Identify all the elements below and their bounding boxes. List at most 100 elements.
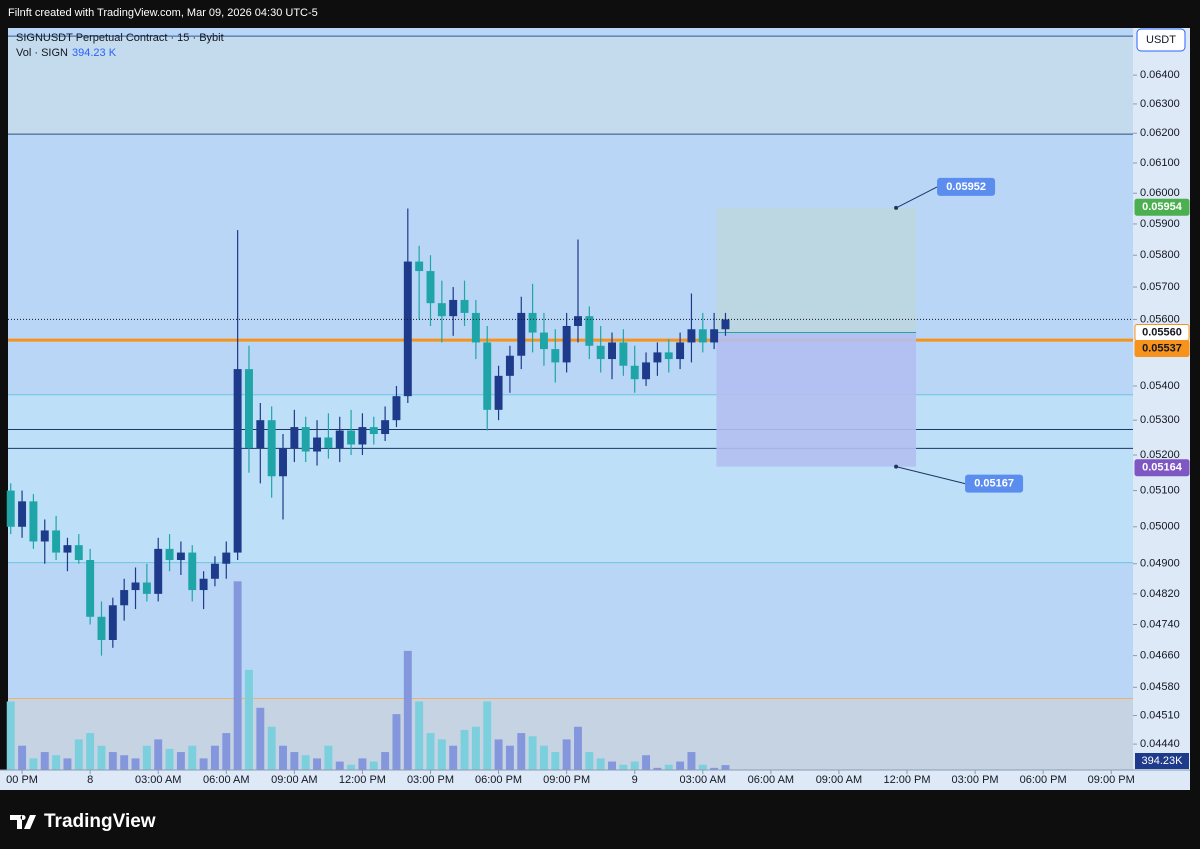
stop-leader (895, 466, 966, 485)
y-tick-label: 0.06200 (1140, 127, 1180, 139)
target-dot (894, 205, 899, 210)
volume-bar (483, 701, 492, 790)
logo-icon (10, 815, 36, 829)
candle-body (40, 530, 49, 542)
x-tick-label: 09:00 AM (816, 774, 862, 786)
candle-body (176, 552, 185, 561)
x-tick-label: 06:00 AM (748, 774, 794, 786)
candle-body (199, 578, 208, 591)
y-tick-label: 0.05800 (1140, 249, 1180, 261)
y-tick-label: 0.05100 (1140, 484, 1180, 496)
candle-body (619, 342, 628, 366)
volume-bar (256, 707, 265, 790)
candle-body (301, 427, 310, 452)
price-label-box (1134, 198, 1190, 216)
candle-body (74, 545, 83, 561)
volume-bar (188, 745, 197, 790)
x-tick-label: 09:00 PM (1088, 774, 1135, 786)
candle-body (165, 548, 174, 561)
volume-bar (517, 733, 526, 790)
stop-dot (894, 464, 899, 469)
volume-bar (324, 745, 333, 790)
candle-body (347, 430, 356, 445)
price-label-box (1134, 459, 1190, 477)
volume-value: 394.23 K (72, 47, 117, 59)
candle-body (245, 369, 253, 448)
y-tick-label: 0.04820 (1140, 588, 1180, 600)
volume-bar (460, 729, 469, 790)
y-tick-label: 0.04660 (1140, 650, 1180, 662)
position-tool: 0.05952 0.05167 (716, 177, 1024, 493)
candle-body (664, 352, 673, 360)
y-tick-label: 0.04740 (1140, 618, 1180, 630)
candle-body (528, 312, 537, 333)
candle-body (97, 616, 106, 640)
target-box (937, 177, 996, 196)
y-tick-label: 0.04580 (1140, 681, 1180, 693)
x-tick-label: 03:00 AM (680, 774, 726, 786)
logo: TradingView (10, 811, 156, 832)
volume-bar (210, 745, 219, 790)
candle-body (574, 316, 582, 326)
price-label: 0.05537 (1142, 342, 1182, 354)
volume-bar (222, 733, 231, 790)
candle-body (630, 365, 639, 380)
volume-bar (505, 745, 514, 790)
candle-body (449, 299, 458, 317)
y-tick-label: 0.05000 (1140, 521, 1180, 533)
candle-body (52, 530, 61, 553)
volume-bar (86, 733, 95, 790)
target-leader (895, 186, 938, 209)
candle-body (142, 582, 151, 594)
target-label: 0.05952 (946, 181, 986, 193)
candle-body (562, 325, 571, 363)
volume-bar (165, 748, 174, 790)
volume-bar (154, 739, 163, 790)
candle-body (313, 437, 322, 452)
candle-body (426, 271, 435, 304)
y-tick-label: 0.05300 (1140, 414, 1180, 426)
y-tick-label: 0.04900 (1140, 558, 1180, 570)
volume-bar (97, 745, 106, 790)
candle-body (653, 352, 662, 363)
candle-body (460, 299, 469, 313)
price-label: 0.05954 (1142, 201, 1183, 213)
candle-body (267, 420, 276, 477)
candle-body (233, 369, 242, 553)
volume-bar (494, 739, 503, 790)
candle-body (517, 312, 526, 356)
y-tick-label: 0.06400 (1140, 69, 1180, 81)
candle-body (335, 430, 344, 448)
candle-body (279, 447, 287, 477)
candle-body (415, 261, 424, 272)
candle-body (551, 349, 560, 363)
volume-bar (415, 701, 424, 790)
candle-body (131, 582, 140, 591)
axes: 0.06400 0.06300 0.06200 0.06100 0.06000 0.059… (0, 69, 1190, 790)
candle-body (676, 342, 685, 360)
volume-bar (449, 745, 458, 790)
volume-bar (267, 726, 276, 790)
candle-body (154, 548, 163, 594)
candle-body (256, 420, 265, 448)
volume-bar (539, 745, 548, 790)
candle-body (608, 342, 616, 360)
price-label: 0.05560 (1142, 326, 1182, 338)
candle-body (483, 342, 492, 410)
x-tick-label: 12:00 PM (339, 774, 386, 786)
attribution: Filnft created with TradingView.com, Mar… (8, 7, 318, 19)
y-tick-label: 0.05600 (1140, 313, 1180, 325)
y-tick-label: 0.06000 (1140, 187, 1180, 199)
candle-body (596, 345, 605, 360)
volume-bar (403, 650, 412, 790)
volume-bar (279, 745, 287, 790)
x-tick-label: 09:00 PM (543, 774, 590, 786)
x-tick-label: 06:00 PM (475, 774, 522, 786)
zone (8, 36, 1133, 135)
x-tick-label: 03:00 PM (407, 774, 454, 786)
candle-body (86, 560, 95, 617)
candle-body (642, 362, 651, 380)
currency-box[interactable] (1136, 28, 1186, 52)
